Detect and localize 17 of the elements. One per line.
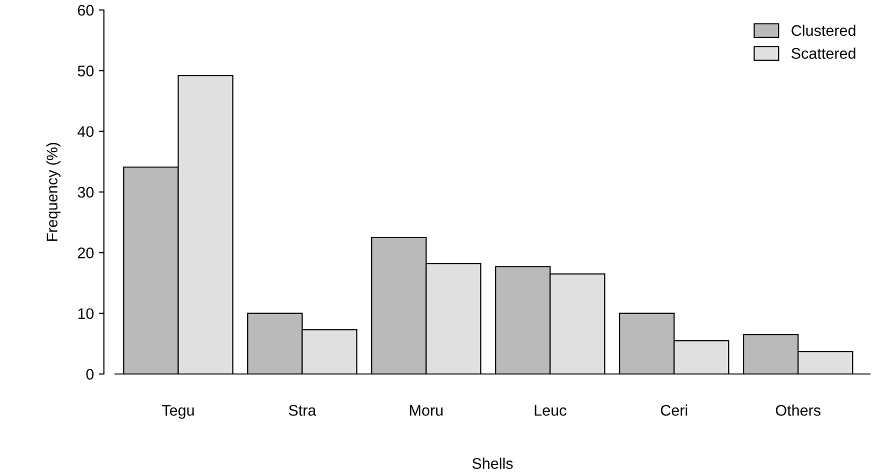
y-tick-label: 10: [78, 308, 94, 320]
y-tick-label: 20: [78, 248, 94, 258]
x-tick-label: Tegu: [162, 405, 194, 419]
x-tick-label: Others: [776, 404, 820, 416]
legend-label: Scattered: [792, 48, 856, 59]
x-tick-label: Stra: [288, 404, 316, 416]
y-tick-label: 30: [78, 186, 94, 198]
x-tick-label: Moru: [410, 405, 443, 416]
y-tick-label: 50: [78, 66, 94, 76]
y-tick-label: 40: [78, 126, 94, 138]
x-axis-title: Shells: [472, 458, 513, 469]
y-axis-title: Frequency (%): [46, 142, 61, 241]
x-tick-label: Ceri: [660, 404, 688, 416]
x-tick-label: Leuc: [534, 405, 566, 416]
y-tick-label: 0: [86, 368, 94, 380]
legend-label: Clustered: [792, 24, 856, 36]
y-tick-label: 60: [78, 4, 94, 16]
